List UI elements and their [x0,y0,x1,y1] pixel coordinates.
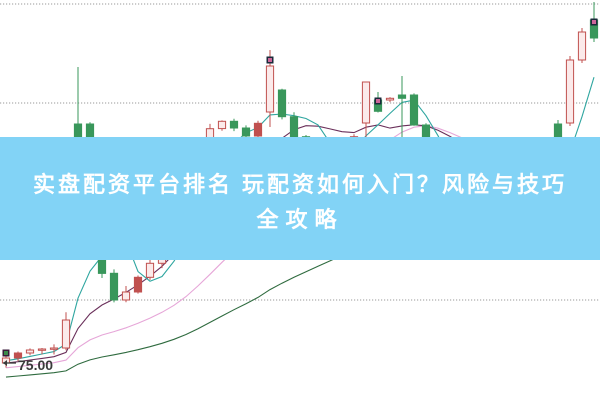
svg-text:75.00: 75.00 [18,357,53,373]
